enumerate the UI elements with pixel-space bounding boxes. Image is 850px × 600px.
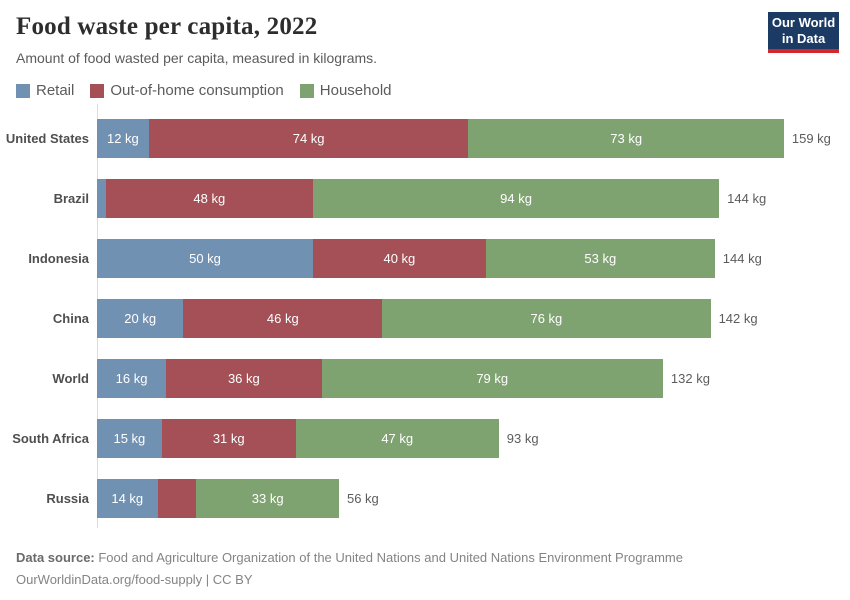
bar-segment-retail[interactable]: 20 kg bbox=[97, 298, 184, 338]
bar-segment-household[interactable]: 47 kg bbox=[295, 418, 499, 458]
bar-segment-retail[interactable]: 12 kg bbox=[97, 118, 149, 158]
bar-segment-out-of-home-consumption[interactable]: 31 kg bbox=[161, 418, 296, 458]
bar-stack: 16 kg 36 kg 79 kg bbox=[97, 358, 663, 398]
data-source-text: Food and Agriculture Organization of the… bbox=[94, 550, 683, 565]
legend-label: Retail bbox=[36, 82, 75, 99]
total-value-label: 144 kg bbox=[722, 250, 762, 266]
category-label: Brazil bbox=[53, 190, 89, 206]
segment-value-label: 33 kg bbox=[251, 490, 284, 506]
segment-value-label: 73 kg bbox=[610, 130, 643, 146]
segment-value-label: 46 kg bbox=[266, 310, 299, 326]
category-label: World bbox=[52, 370, 89, 386]
bar-row-brazil: Brazil 48 kg 94 kg 144 kg bbox=[0, 168, 850, 228]
total-value-label: 56 kg bbox=[346, 490, 379, 506]
category-label: Russia bbox=[46, 490, 89, 506]
legend-label: Household bbox=[319, 82, 392, 99]
segment-value-label: 79 kg bbox=[476, 370, 509, 386]
segment-value-label: 50 kg bbox=[189, 250, 221, 266]
bar-stack: 14 kg 33 kg bbox=[97, 478, 339, 518]
bar-stack: 12 kg 74 kg 73 kg bbox=[97, 118, 784, 158]
bar-segment-out-of-home-consumption[interactable]: 48 kg bbox=[105, 178, 313, 218]
segment-value-label: 40 kg bbox=[383, 250, 416, 266]
owid-logo[interactable]: Our World in Data bbox=[768, 12, 839, 53]
bar-segment-out-of-home-consumption[interactable]: 36 kg bbox=[166, 358, 322, 398]
bar-row-indonesia: Indonesia 50 kg 40 kg 53 kg 144 kg bbox=[0, 228, 850, 288]
segment-value-label: 36 kg bbox=[227, 370, 260, 386]
owid-logo-line1: Our World bbox=[771, 14, 836, 30]
chart-subtitle: Amount of food wasted per capita, measur… bbox=[16, 50, 378, 66]
segment-value-label: 14 kg bbox=[111, 490, 144, 506]
category-label: United States bbox=[5, 130, 89, 146]
legend-label: Out-of-home consumption bbox=[110, 82, 284, 99]
segment-value-label: 20 kg bbox=[124, 310, 157, 326]
total-value-label: 132 kg bbox=[670, 370, 710, 386]
bar-segment-retail[interactable]: 50 kg bbox=[97, 238, 313, 278]
segment-value-label: 48 kg bbox=[193, 190, 226, 206]
bar-segment-out-of-home-consumption[interactable]: 74 kg bbox=[148, 118, 469, 158]
bar-segment-household[interactable]: 73 kg bbox=[468, 118, 784, 158]
bar-row-china: China 20 kg 46 kg 76 kg 142 kg bbox=[0, 288, 850, 348]
segment-value-label: 16 kg bbox=[115, 370, 148, 386]
total-value-label: 142 kg bbox=[718, 310, 758, 326]
total-value-label: 159 kg bbox=[791, 130, 831, 146]
category-label: Indonesia bbox=[28, 250, 89, 266]
chart-title: Food waste per capita, 2022 bbox=[16, 13, 318, 40]
legend-swatch bbox=[299, 83, 314, 98]
bar-row-united-states: United States 12 kg 74 kg 73 kg 159 kg bbox=[0, 108, 850, 168]
bar-stack: 20 kg 46 kg 76 kg bbox=[97, 298, 711, 338]
segment-value-label: 76 kg bbox=[530, 310, 563, 326]
legend-item-household[interactable]: Household bbox=[299, 82, 392, 99]
data-source-label: Data source: bbox=[16, 550, 95, 565]
legend-item-out-of-home-consumption[interactable]: Out-of-home consumption bbox=[90, 82, 284, 99]
bar-stack: 50 kg 40 kg 53 kg bbox=[97, 238, 715, 278]
bar-segment-household[interactable]: 94 kg bbox=[312, 178, 720, 218]
bar-chart-plot: United States 12 kg 74 kg 73 kg 159 kg Brazil… bbox=[0, 108, 850, 528]
owid-logo-line2: in Data bbox=[781, 30, 826, 46]
bar-segment-retail[interactable]: 15 kg bbox=[97, 418, 162, 458]
bar-segment-household[interactable]: 53 kg bbox=[485, 238, 715, 278]
segment-value-label: 15 kg bbox=[113, 430, 146, 446]
legend: Retail Out-of-home consumption Household bbox=[16, 82, 392, 99]
legend-swatch bbox=[90, 83, 105, 98]
bar-segment-retail[interactable]: 16 kg bbox=[97, 358, 167, 398]
segment-value-label: 53 kg bbox=[584, 250, 617, 266]
license-text: | CC BY bbox=[202, 572, 253, 587]
total-value-label: 93 kg bbox=[506, 430, 539, 446]
bar-stack: 48 kg 94 kg bbox=[97, 178, 720, 218]
bar-segment-out-of-home-consumption[interactable]: 46 kg bbox=[183, 298, 383, 338]
category-label: South Africa bbox=[12, 430, 89, 446]
bar-segment-household[interactable]: 33 kg bbox=[196, 478, 339, 518]
legend-swatch bbox=[16, 83, 30, 98]
segment-value-label: 94 kg bbox=[500, 190, 532, 206]
footer-license-line: OurWorldinData.org/food-supply | CC BY bbox=[16, 569, 683, 591]
bar-row-south-africa: South Africa 15 kg 31 kg 47 kg 93 kg bbox=[0, 408, 850, 468]
bar-segment-household[interactable]: 76 kg bbox=[382, 298, 711, 338]
category-label: China bbox=[52, 310, 89, 326]
bar-segment-retail[interactable] bbox=[97, 178, 106, 218]
bar-segment-out-of-home-consumption[interactable]: 40 kg bbox=[313, 238, 486, 278]
bar-segment-retail[interactable]: 14 kg bbox=[97, 478, 158, 518]
footer: Data source: Food and Agriculture Organi… bbox=[16, 547, 683, 591]
segment-value-label: 12 kg bbox=[106, 130, 139, 146]
total-value-label: 144 kg bbox=[727, 190, 767, 206]
legend-item-retail[interactable]: Retail bbox=[16, 82, 74, 99]
bar-segment-out-of-home-consumption[interactable] bbox=[157, 478, 197, 518]
owid-link[interactable]: OurWorldinData.org/food-supply bbox=[16, 572, 203, 587]
bar-segment-household[interactable]: 79 kg bbox=[321, 358, 663, 398]
segment-value-label: 31 kg bbox=[212, 430, 245, 446]
bar-row-world: World 16 kg 36 kg 79 kg 132 kg bbox=[0, 348, 850, 408]
segment-value-label: 47 kg bbox=[381, 430, 414, 446]
bar-stack: 15 kg 31 kg 47 kg bbox=[97, 418, 499, 458]
bar-row-russia: Russia 14 kg 33 kg 56 kg bbox=[0, 468, 850, 528]
footer-source-line: Data source: Food and Agriculture Organi… bbox=[16, 547, 683, 569]
segment-value-label: 74 kg bbox=[292, 130, 325, 146]
